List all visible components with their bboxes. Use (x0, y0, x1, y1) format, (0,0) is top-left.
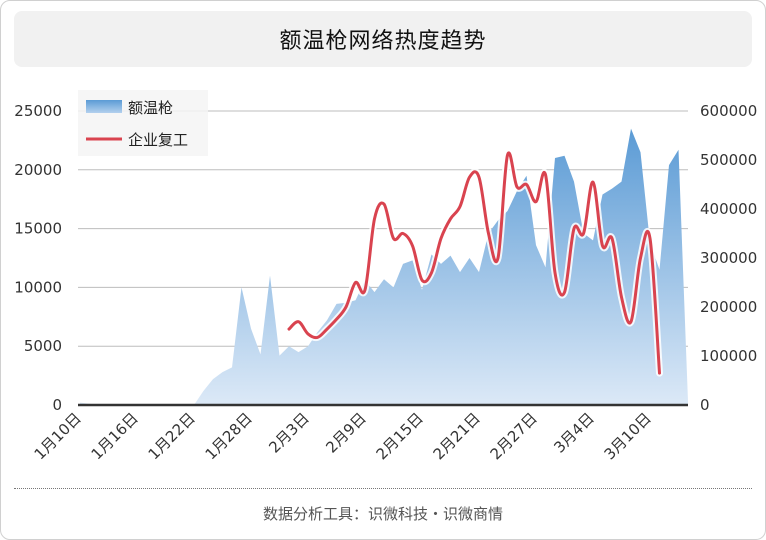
series-line-qi-ye-fu-gong (287, 151, 661, 375)
y-left-tick-label: 15000 (14, 220, 62, 238)
x-tick-label: 2月15日 (373, 409, 427, 463)
y-left-tick-label: 10000 (14, 278, 62, 296)
y-left-tick-label: 25000 (14, 102, 62, 120)
y-right-tick-label: 0 (700, 396, 710, 414)
legend-label-line: 企业复工 (128, 131, 188, 149)
x-tick-label: 2月21日 (430, 409, 484, 463)
y-left-tick-label: 20000 (14, 161, 62, 179)
x-tick-label: 1月28日 (202, 409, 256, 463)
series-area-e-wen-qiang (80, 128, 688, 405)
x-tick-label: 2月27日 (487, 409, 541, 463)
x-tick-label: 3月10日 (601, 409, 655, 463)
y-right-tick-label: 100000 (700, 347, 757, 365)
x-tick-label: 1月16日 (88, 409, 142, 463)
chart-title-box: 额温枪网络热度趋势 (14, 11, 752, 67)
x-tick-label: 2月9日 (322, 409, 369, 456)
y-right-tick-label: 200000 (700, 298, 757, 316)
y-right-tick-label: 300000 (700, 249, 757, 267)
x-tick-label: 1月10日 (31, 409, 85, 463)
footer-divider (14, 488, 752, 489)
legend-swatch-area (86, 100, 122, 113)
y-right-tick-label: 600000 (700, 102, 757, 120)
y-left-tick-label: 5000 (24, 337, 62, 355)
y-right-tick-label: 500000 (700, 151, 757, 169)
chart-title: 额温枪网络热度趋势 (279, 29, 487, 54)
x-tick-label: 3月4日 (550, 409, 597, 456)
x-tick-label: 1月22日 (145, 409, 199, 463)
x-tick-label: 2月3日 (265, 409, 312, 456)
legend-label-area: 额温枪 (128, 99, 173, 117)
y-left-tick-label: 0 (52, 396, 62, 414)
y-right-tick-label: 400000 (700, 200, 757, 218)
footer-caption: 数据分析工具：识微科技・识微商情 (262, 505, 503, 523)
